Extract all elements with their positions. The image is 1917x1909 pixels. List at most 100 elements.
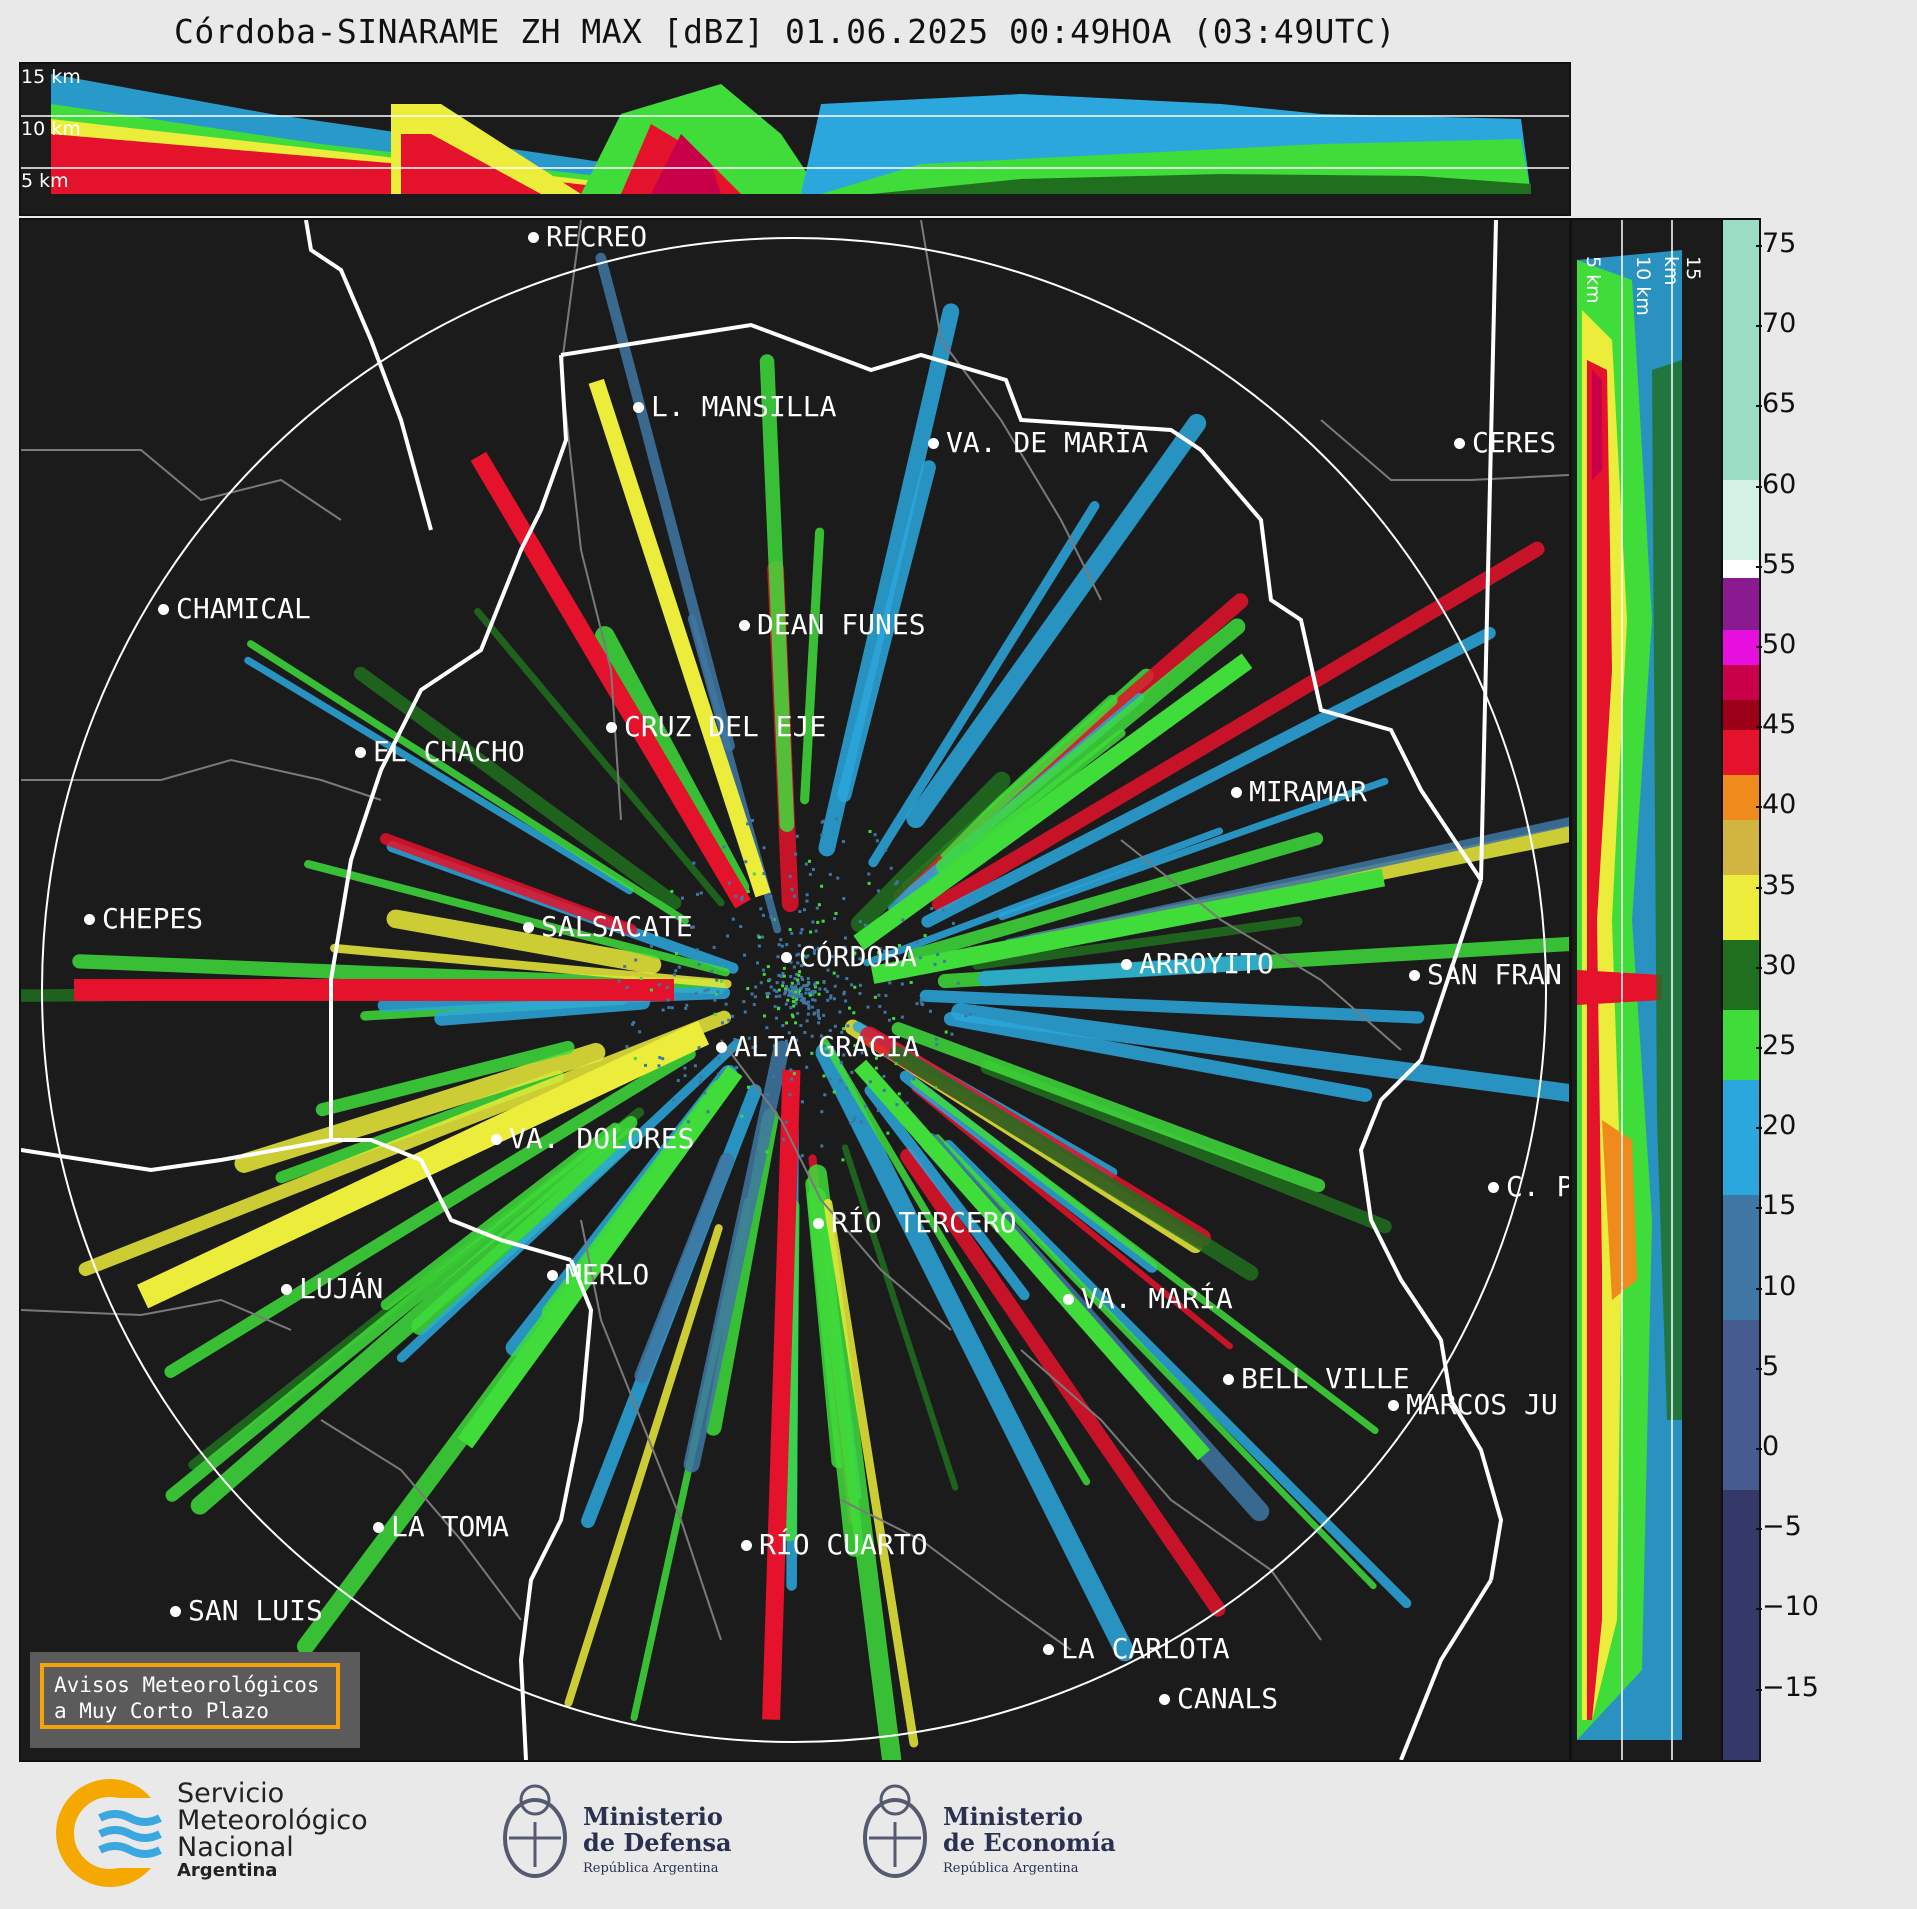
radar-echo-streak (921, 626, 1496, 928)
radar-clutter-pixel (874, 1066, 878, 1070)
city-miramar: MIRAMAR (1231, 775, 1367, 808)
radar-clutter-pixel (923, 934, 927, 938)
radar-clutter-pixel (762, 872, 766, 876)
colorbar-tick-label: 0 (1755, 1431, 1780, 1462)
radar-clutter-pixel (746, 890, 750, 894)
radar-clutter-pixel (775, 990, 779, 994)
radar-clutter-pixel (918, 956, 922, 960)
radar-clutter-pixel (805, 983, 809, 987)
radar-clutter-pixel (807, 982, 811, 986)
side-height-profile: 5 km 10 km 15 km (1570, 218, 1723, 1762)
radar-clutter-pixel (698, 1080, 702, 1084)
colorbar-tick-label: 50 (1755, 629, 1797, 660)
radar-clutter-pixel (800, 986, 804, 990)
radar-clutter-pixel (794, 990, 798, 994)
radar-clutter-pixel (804, 987, 808, 991)
radar-clutter-pixel (743, 1010, 747, 1014)
colorbar-tick-label: 35 (1755, 869, 1797, 901)
radar-clutter-pixel (816, 1009, 820, 1013)
radar-clutter-pixel (756, 961, 760, 965)
radar-clutter-pixel (808, 993, 812, 997)
radar-clutter-pixel (776, 1007, 780, 1011)
radar-clutter-pixel (693, 1064, 697, 1068)
radar-clutter-pixel (821, 919, 825, 923)
radar-clutter-pixel (740, 895, 744, 899)
radar-echo-streak (330, 943, 732, 989)
radar-clutter-pixel (873, 833, 877, 837)
city-ceres: CERES (1454, 426, 1556, 459)
radar-clutter-pixel (791, 1000, 795, 1004)
radar-clutter-pixel (623, 964, 627, 968)
radar-clutter-pixel (798, 987, 802, 991)
city-marker-dot (158, 604, 169, 615)
reflectivity-colorbar (1721, 218, 1761, 1762)
radar-clutter-pixel (670, 1006, 674, 1010)
radar-clutter-pixel (897, 943, 901, 947)
radar-clutter-pixel (781, 1024, 785, 1028)
radar-map[interactable]: RECREO L. MANSILLA VA. DE MARÍA CERES CH… (19, 218, 1571, 1762)
radar-clutter-pixel (794, 1002, 798, 1006)
colorbar-tick-label: 55 (1755, 548, 1797, 580)
radar-clutter-pixel (795, 997, 799, 1001)
radar-clutter-pixel (791, 1015, 795, 1019)
radar-clutter-pixel (769, 985, 773, 989)
radar-strong-echo-streak (588, 378, 771, 898)
radar-clutter-pixel (674, 969, 678, 973)
radar-clutter-pixel (889, 866, 893, 870)
radar-clutter-pixel (747, 1036, 751, 1040)
radar-clutter-pixel (850, 983, 854, 987)
colorbar-band (1723, 1490, 1759, 1760)
radar-clutter-pixel (872, 1039, 876, 1043)
radar-clutter-pixel (934, 1037, 938, 1041)
radar-clutter-pixel (797, 952, 801, 956)
radar-clutter-pixel (829, 994, 833, 998)
radar-clutter-pixel (713, 1012, 717, 1016)
radar-clutter-pixel (740, 898, 744, 902)
radar-clutter-pixel (722, 845, 726, 849)
radar-clutter-pixel (804, 991, 808, 995)
radar-echo-streak (863, 827, 1224, 967)
radar-clutter-pixel (892, 1016, 896, 1020)
radar-clutter-pixel (810, 1005, 814, 1009)
radar-clutter-pixel (820, 1110, 824, 1114)
colorbar-tick-label: 40 (1755, 789, 1797, 821)
radar-clutter-pixel (919, 998, 923, 1002)
radar-clutter-pixel (894, 1062, 898, 1066)
radar-clutter-pixel (804, 862, 808, 866)
radar-clutter-pixel (703, 1091, 707, 1095)
city-chamical: CHAMICAL (158, 592, 311, 625)
radar-clutter-pixel (778, 994, 782, 998)
city-marker-dot (1409, 970, 1420, 981)
city-san-fran: SAN FRAN (1409, 958, 1562, 991)
radar-clutter-pixel (921, 1003, 925, 1007)
radar-clutter-pixel (863, 923, 867, 927)
radar-clutter-pixel (861, 1035, 865, 1039)
city-la-toma: LA TOMA (373, 1510, 509, 1543)
radar-clutter-pixel (670, 889, 674, 893)
radar-echo-streak (972, 916, 1303, 970)
radar-echo-streak (951, 1003, 1569, 1102)
radar-clutter-pixel (882, 1074, 886, 1078)
radar-clutter-pixel (802, 954, 806, 958)
radar-clutter-pixel (790, 1077, 794, 1081)
radar-echo-streak (474, 607, 725, 907)
radar-clutter-pixel (813, 948, 817, 952)
radar-clutter-pixel (784, 1002, 788, 1006)
radar-clutter-pixel (867, 881, 871, 885)
radar-clutter-pixel (811, 992, 815, 996)
radar-clutter-pixel (795, 834, 799, 838)
radar-clutter-pixel (807, 859, 811, 863)
radar-clutter-pixel (658, 1056, 662, 1060)
radar-clutter-pixel (672, 1098, 676, 1102)
side-profile-graphic (1577, 220, 1682, 1760)
radar-clutter-pixel (836, 876, 840, 880)
radar-strong-echo-streak (762, 1069, 801, 1720)
radar-clutter-pixel (789, 991, 793, 995)
radar-clutter-pixel (849, 1121, 853, 1125)
radar-clutter-pixel (657, 983, 661, 987)
radar-clutter-pixel (878, 1004, 882, 1008)
colorbar-band (1723, 665, 1759, 700)
radar-clutter-pixel (795, 953, 799, 957)
radar-clutter-pixel (782, 974, 786, 978)
radar-clutter-pixel (848, 1006, 852, 1010)
